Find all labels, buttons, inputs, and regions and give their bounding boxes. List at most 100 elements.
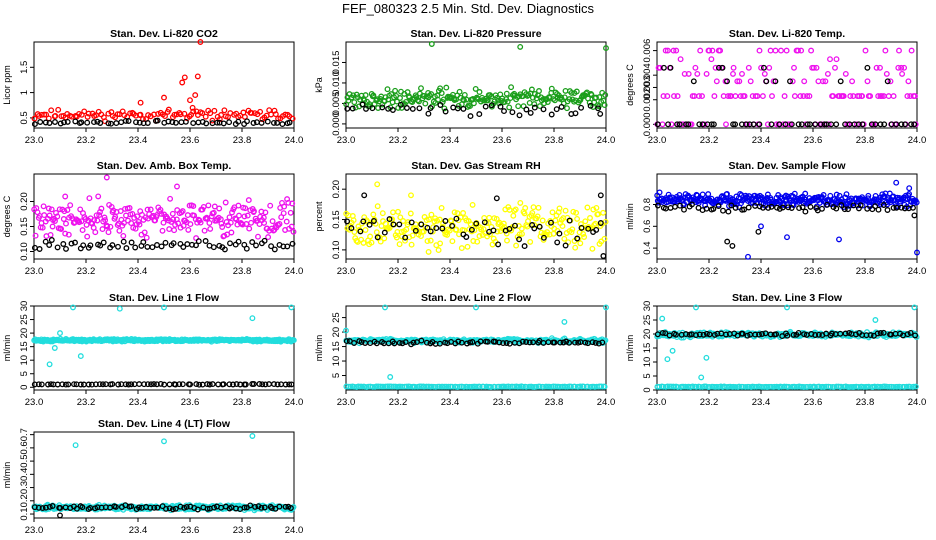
data-point	[367, 233, 374, 240]
data-point	[827, 56, 833, 63]
data-point	[344, 218, 351, 225]
data-point	[862, 47, 869, 54]
data-point	[776, 121, 783, 128]
data-point	[181, 110, 188, 117]
data-point	[875, 93, 882, 100]
data-point	[181, 74, 188, 81]
data-point	[564, 105, 570, 112]
x-tick-label: 23.8	[545, 266, 564, 277]
data-point	[160, 219, 167, 226]
data-point	[798, 47, 805, 54]
data-point	[243, 245, 250, 252]
data-point	[562, 207, 569, 214]
data-point	[840, 93, 847, 100]
data-point	[128, 239, 135, 246]
data-point	[275, 222, 282, 229]
x-tick-label: 23.8	[856, 135, 875, 146]
data-point	[517, 199, 524, 206]
data-point	[495, 241, 502, 248]
data-point	[548, 219, 554, 226]
x-tick-label: 23.0	[337, 135, 356, 146]
data-point	[261, 219, 268, 226]
data-point	[550, 230, 557, 237]
data-point	[460, 105, 467, 112]
data-point	[204, 505, 211, 512]
data-point	[206, 381, 213, 388]
x-tick-label: 24.0	[285, 135, 304, 146]
data-point	[592, 220, 599, 227]
data-point	[734, 78, 741, 85]
data-point	[724, 78, 730, 85]
data-point	[229, 209, 235, 216]
data-point	[503, 230, 510, 237]
data-point	[813, 64, 820, 71]
y-tick-label: 10	[19, 355, 30, 366]
data-point	[161, 438, 167, 445]
data-point	[732, 383, 739, 390]
data-point	[570, 208, 577, 215]
data-point	[772, 78, 779, 85]
x-tick-label: 23.8	[233, 397, 252, 408]
data-point	[833, 121, 840, 128]
y-axis-label: percent	[314, 201, 324, 232]
data-point	[438, 90, 445, 97]
data-point	[732, 204, 739, 211]
data-point	[890, 93, 897, 100]
data-point	[427, 228, 434, 235]
data-point	[48, 237, 55, 243]
data-point	[42, 238, 49, 245]
data-point	[91, 217, 98, 224]
data-point	[68, 240, 75, 247]
data-point	[414, 97, 421, 104]
data-point	[158, 210, 165, 217]
data-point	[906, 190, 913, 197]
data-point	[172, 505, 179, 512]
data-point	[60, 216, 67, 222]
data-point	[48, 206, 55, 213]
data-point	[159, 227, 166, 234]
data-point	[703, 354, 710, 361]
data-point	[668, 121, 675, 128]
data-point	[806, 93, 813, 100]
data-point	[881, 193, 888, 200]
data-point	[368, 239, 375, 246]
data-point	[808, 47, 815, 54]
data-point	[184, 241, 191, 248]
data-point	[822, 78, 829, 85]
data-point	[693, 304, 699, 311]
data-point	[470, 100, 477, 107]
data-point	[192, 92, 199, 99]
data-point	[520, 383, 526, 390]
data-point	[693, 332, 699, 339]
data-point	[791, 190, 798, 197]
data-point	[136, 504, 142, 511]
data-point	[444, 231, 451, 238]
data-point	[460, 383, 467, 390]
data-point	[474, 238, 481, 245]
data-point	[708, 121, 715, 128]
data-point	[246, 225, 253, 232]
data-point	[864, 78, 871, 85]
data-point	[732, 93, 739, 100]
x-tick-label: 23.0	[648, 397, 667, 408]
data-point	[493, 215, 500, 222]
data-point	[402, 234, 409, 241]
data-point	[109, 242, 116, 249]
data-point	[601, 235, 608, 242]
x-tick-label: 23.2	[77, 135, 96, 146]
data-point	[55, 106, 62, 113]
chart-panel: Stan. Dev. Li-820 Temp. degrees C 23.0 23.2…	[625, 28, 926, 146]
data-point	[521, 210, 528, 217]
data-point	[603, 45, 609, 52]
data-point	[227, 240, 233, 247]
data-point	[512, 206, 519, 213]
data-point	[179, 381, 186, 388]
data-point	[220, 381, 227, 388]
data-point	[531, 101, 538, 108]
data-point	[476, 383, 483, 390]
data-point	[362, 92, 369, 99]
data-point	[248, 219, 255, 226]
data-point	[244, 118, 250, 125]
x-tick-label: 23.4	[752, 266, 771, 277]
data-point	[374, 234, 381, 241]
